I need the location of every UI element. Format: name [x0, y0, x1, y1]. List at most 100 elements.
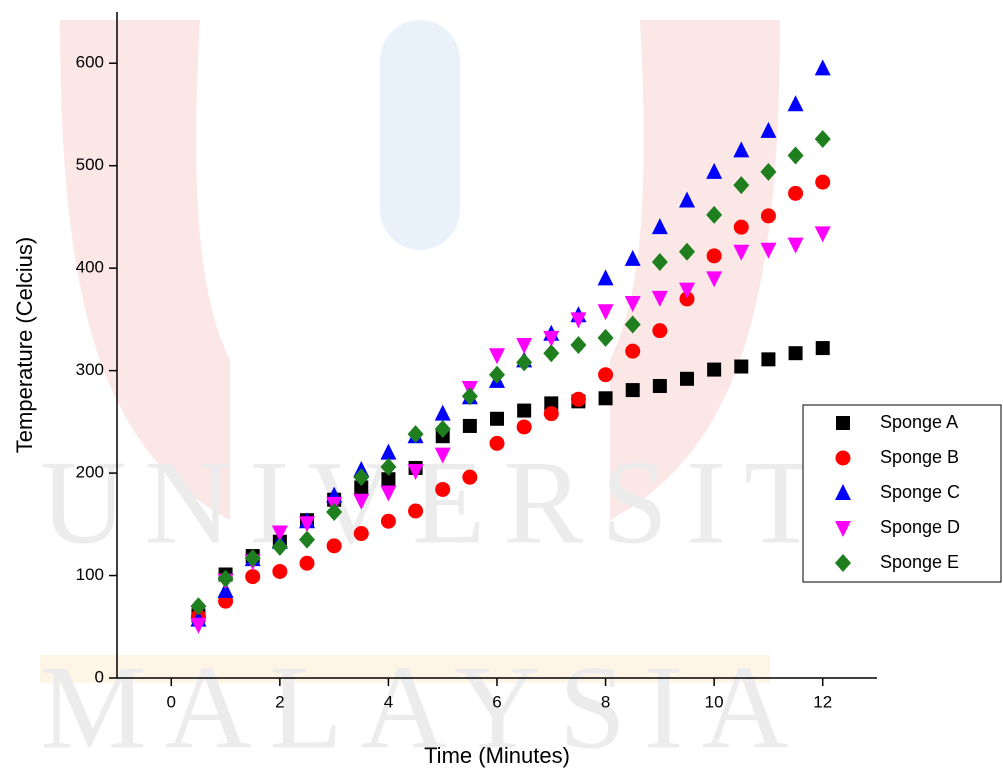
x-tick-label: 0	[167, 692, 176, 711]
data-point	[598, 367, 614, 383]
data-point	[679, 242, 695, 261]
legend-label: Sponge B	[880, 447, 959, 467]
data-point	[679, 191, 695, 208]
data-point	[544, 396, 559, 411]
data-point	[651, 218, 668, 235]
data-point	[461, 387, 478, 406]
y-tick-label: 100	[76, 565, 104, 584]
data-point	[733, 141, 750, 158]
data-point	[679, 291, 695, 307]
data-point	[407, 425, 424, 444]
data-point	[326, 538, 342, 554]
legend-label: Sponge D	[880, 517, 960, 537]
legend-marker	[836, 416, 850, 430]
legend-marker	[835, 554, 851, 572]
data-point	[788, 346, 803, 361]
y-tick-label: 200	[76, 463, 104, 482]
data-point	[706, 271, 723, 288]
data-point	[570, 391, 586, 407]
data-point	[380, 443, 397, 460]
data-point	[245, 569, 261, 585]
data-point	[706, 205, 723, 224]
watermark-shape	[610, 20, 780, 520]
data-point	[624, 249, 641, 266]
data-point	[652, 378, 667, 393]
data-point	[408, 503, 424, 519]
watermark-text: UNIVERSITI	[40, 436, 893, 569]
data-point	[299, 530, 315, 549]
data-point	[190, 617, 207, 634]
legend-marker	[835, 521, 851, 537]
data-point	[516, 419, 532, 435]
data-point	[489, 365, 505, 384]
data-point	[760, 121, 777, 138]
y-tick-label: 0	[95, 667, 104, 686]
legend-marker	[835, 450, 851, 466]
data-point	[489, 435, 505, 451]
data-point	[706, 248, 722, 264]
data-point	[434, 404, 451, 421]
data-point	[597, 269, 614, 286]
x-tick-label: 6	[492, 692, 501, 711]
data-point	[761, 352, 776, 367]
y-tick-label: 500	[76, 155, 104, 174]
data-point	[788, 185, 804, 201]
data-point	[272, 563, 288, 579]
data-point	[299, 555, 315, 571]
data-point	[434, 420, 451, 439]
data-point	[787, 146, 804, 165]
data-point	[271, 525, 288, 542]
data-point	[597, 328, 614, 347]
data-point	[462, 469, 478, 485]
data-point	[624, 315, 641, 334]
data-point	[652, 323, 668, 339]
data-point	[570, 336, 587, 354]
data-point	[354, 480, 369, 495]
y-axis-title: Temperature (Celcius)	[12, 237, 37, 453]
y-tick-label: 400	[76, 258, 104, 277]
data-point	[516, 338, 533, 354]
legend-label: Sponge C	[880, 482, 960, 502]
data-point	[407, 464, 424, 481]
data-point	[651, 253, 668, 272]
data-point	[435, 481, 451, 497]
data-point	[490, 411, 504, 426]
y-tick-label: 300	[76, 360, 104, 379]
data-point	[787, 237, 804, 254]
x-tick-label: 10	[705, 692, 724, 711]
data-point	[244, 549, 261, 568]
x-tick-label: 2	[275, 692, 284, 711]
legend-marker	[835, 484, 851, 500]
data-point	[516, 353, 533, 372]
data-point	[299, 516, 315, 533]
data-point	[543, 330, 560, 347]
data-point	[679, 282, 695, 299]
data-point	[680, 371, 694, 386]
data-point	[597, 304, 614, 321]
data-point	[706, 162, 723, 179]
data-point	[353, 526, 369, 542]
data-point	[543, 406, 559, 422]
data-point	[380, 513, 396, 529]
data-point	[624, 295, 641, 312]
watermark-text: MALAYSIA	[40, 641, 806, 774]
data-point	[733, 176, 750, 195]
legend-label: Sponge E	[880, 552, 959, 572]
data-point	[353, 468, 370, 487]
x-axis-title: Time (Minutes)	[424, 743, 570, 768]
x-tick-label: 12	[813, 692, 832, 711]
data-point	[625, 343, 641, 359]
legend-box	[802, 404, 1002, 583]
data-point	[814, 226, 831, 243]
data-point	[733, 244, 750, 261]
data-point	[787, 95, 804, 112]
data-point	[625, 383, 640, 398]
data-point	[217, 581, 234, 598]
data-point	[815, 174, 831, 190]
data-point	[733, 219, 749, 235]
data-point	[462, 418, 477, 433]
data-point	[760, 242, 777, 259]
data-point	[543, 344, 560, 363]
data-point	[734, 359, 749, 374]
